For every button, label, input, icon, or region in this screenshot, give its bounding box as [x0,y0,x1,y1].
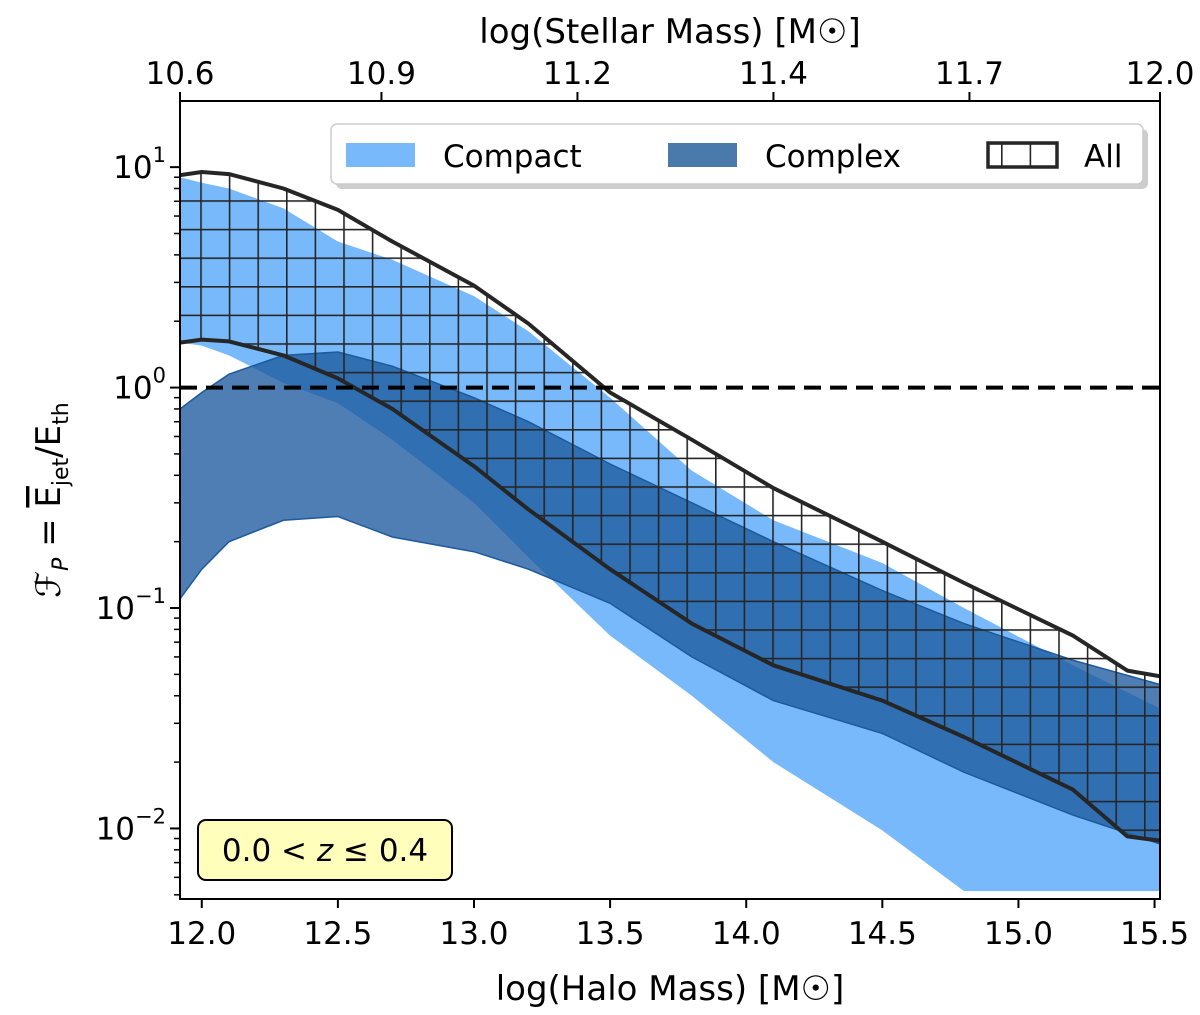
legend-label-all: All [1084,139,1122,175]
y-tick-label: 10−2 [96,804,166,847]
x-tick-label: 14.5 [848,916,917,952]
y-label-den: E [29,425,69,446]
top-x-tick-label: 11.2 [543,56,612,92]
x-tick-label: 12.5 [303,916,372,952]
x-tick-label: 13.5 [576,916,645,952]
x-tick-label: 14.0 [712,916,781,952]
band-all-upper-edge [180,170,1160,679]
y-axis-label: ℱP = Ejet/Eth [29,402,74,597]
legend-swatch-all [986,141,1059,169]
legend-swatch-compact [346,143,415,167]
y-label-slash: / [29,446,69,458]
x-tick-label: 15.5 [1120,916,1189,952]
ticks-layer: 12.0 12.5 13.0 13.5 14.0 14.5 15.0 15.5 10.6 10.9… [96,56,1195,952]
legend: Compact Complex All [330,123,1148,189]
y-label-num: E [29,486,69,507]
top-x-tick-label: 11.7 [935,56,1004,92]
band-all-lower-edge [180,337,1160,843]
legend-label-complex: Complex [765,139,901,175]
x-axis-label: log(Halo Mass) [M☉] [496,969,845,1009]
y-tick-label: 100 [113,364,166,407]
top-x-axis-label: log(Stellar Mass) [M☉] [479,12,860,52]
legend-label-compact: Compact [443,139,582,175]
legend-swatch-complex [668,143,737,167]
series-layer [180,170,1160,892]
y-label-lhs: ℱ [29,571,69,598]
y-label-lhs-sub: P [49,557,74,571]
band-all-hatch [180,172,1160,841]
y-tick-label: 10−1 [96,584,166,627]
x-tick-label: 12.0 [167,916,236,952]
top-x-tick-label: 12.0 [1125,56,1194,92]
x-tick-label: 13.0 [439,916,508,952]
plot-frame [179,100,1161,900]
redshift-box [197,819,453,881]
top-x-tick-label: 10.6 [145,56,214,92]
y-label-den-sub: th [49,402,74,425]
y-label-eq: = [29,508,69,558]
top-x-tick-label: 11.4 [739,56,808,92]
redshift-annotation: 0.0 < z ≤ 0.4 [197,819,453,881]
y-label-num-sub: jet [49,457,74,487]
y-tick-label: 101 [113,143,166,186]
redshift-label: 0.0 < z ≤ 0.4 [222,833,428,869]
x-tick-label: 15.0 [984,916,1053,952]
svg-text:ℱP = Ejet/Eth: ℱP = Ejet/Eth [29,402,74,597]
top-x-tick-label: 10.9 [347,56,416,92]
